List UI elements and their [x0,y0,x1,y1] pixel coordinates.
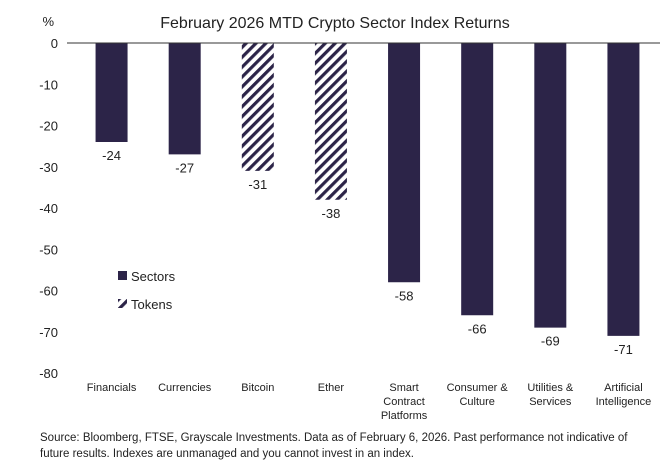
bar [534,43,567,328]
y-axis-unit: % [42,14,54,29]
x-tick-label: Bitcoin [241,382,274,394]
data-label: -69 [541,334,560,349]
data-label: -24 [102,148,121,163]
chart-title: February 2026 MTD Crypto Sector Index Re… [160,15,509,32]
bar [607,43,640,336]
x-tick-label: Financials [87,382,137,394]
bars [95,43,640,336]
y-tick-label: -20 [39,119,58,134]
x-tick-label: Artificial Intelligence [596,382,652,408]
x-tick-label: Consumer & Culture [447,382,509,408]
y-axis: 0 -10 -20 -30 -40 -50 -60 -70 -80 [39,36,58,381]
bar [314,43,347,200]
source-note: Source: Bloomberg, FTSE, Grayscale Inves… [40,432,628,460]
x-tick-label: Ether [318,382,345,394]
y-tick-label: -80 [39,366,58,381]
data-labels: -24 -27 -31 -38 -58 -66 -69 -71 [102,148,633,357]
legend: Sectors Tokens [118,269,176,312]
legend-swatch [118,299,127,308]
bar [461,43,494,316]
x-tick-label: Currencies [158,382,212,394]
x-axis: Financials Currencies Bitcoin Ether Smart Con… [87,382,651,422]
data-label: -58 [395,288,414,303]
data-label: -27 [175,160,194,175]
chart: February 2026 MTD Crypto Sector Index Re… [39,14,660,422]
data-label: -38 [322,206,341,221]
data-label: -71 [614,342,633,357]
bar [388,43,421,283]
x-tick-label: Smart Contract Platforms [381,382,428,422]
y-tick-label: -70 [39,325,58,340]
legend-label: Tokens [131,297,173,312]
legend-label: Sectors [131,269,176,284]
y-tick-label: -30 [39,160,58,175]
data-label: -66 [468,321,487,336]
x-tick-label: Utilities & Services [527,382,574,408]
y-tick-label: -40 [39,201,58,216]
legend-swatch [118,271,127,280]
data-label: -31 [248,177,267,192]
bar [168,43,201,155]
bar [95,43,128,142]
y-tick-label: -10 [39,77,58,92]
y-tick-label: -60 [39,284,58,299]
bar [241,43,274,171]
y-tick-label: -50 [39,242,58,257]
y-tick-label: 0 [51,36,58,51]
